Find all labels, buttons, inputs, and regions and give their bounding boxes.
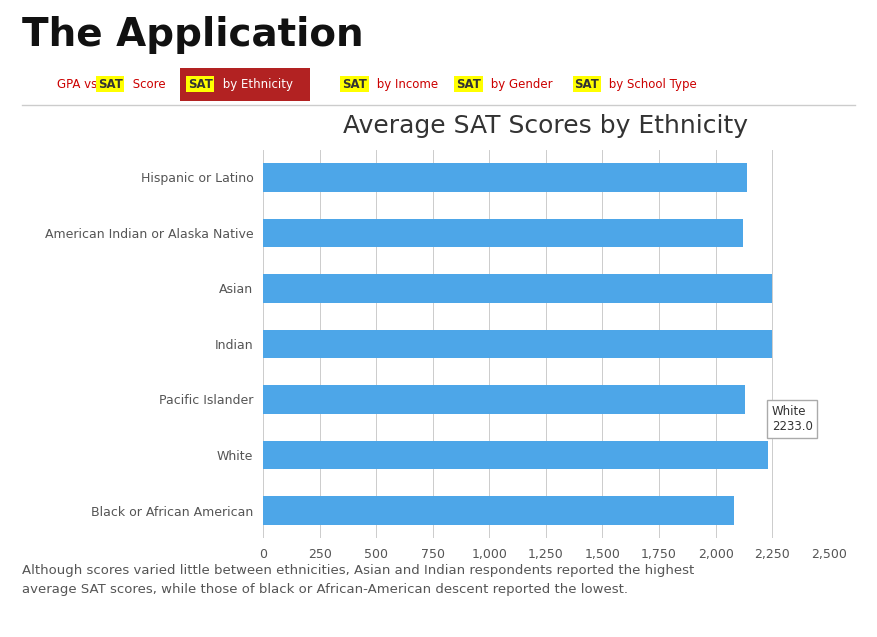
Text: SAT: SAT (342, 78, 367, 90)
Text: by School Type: by School Type (605, 78, 697, 90)
Text: SAT: SAT (97, 78, 123, 90)
Text: The Application: The Application (22, 16, 364, 54)
Text: SAT: SAT (574, 78, 599, 90)
Text: SAT: SAT (188, 78, 212, 90)
Text: GPA vs.: GPA vs. (57, 78, 104, 90)
Bar (263, 218, 743, 247)
Text: SAT: SAT (456, 78, 481, 90)
Text: Score: Score (129, 78, 166, 90)
Text: by Income: by Income (373, 78, 438, 90)
Bar (263, 163, 747, 192)
Bar (263, 329, 773, 359)
Bar (263, 496, 734, 525)
Bar (263, 385, 745, 414)
Bar (263, 274, 773, 303)
Text: White
2233.0: White 2233.0 (772, 405, 813, 433)
Text: by Ethnicity: by Ethnicity (218, 78, 293, 90)
Text: by Gender: by Gender (487, 78, 553, 90)
Text: Although scores varied little between ethnicities, Asian and Indian respondents : Although scores varied little between et… (22, 564, 695, 596)
Title: Average SAT Scores by Ethnicity: Average SAT Scores by Ethnicity (344, 114, 748, 138)
Bar (263, 441, 768, 469)
